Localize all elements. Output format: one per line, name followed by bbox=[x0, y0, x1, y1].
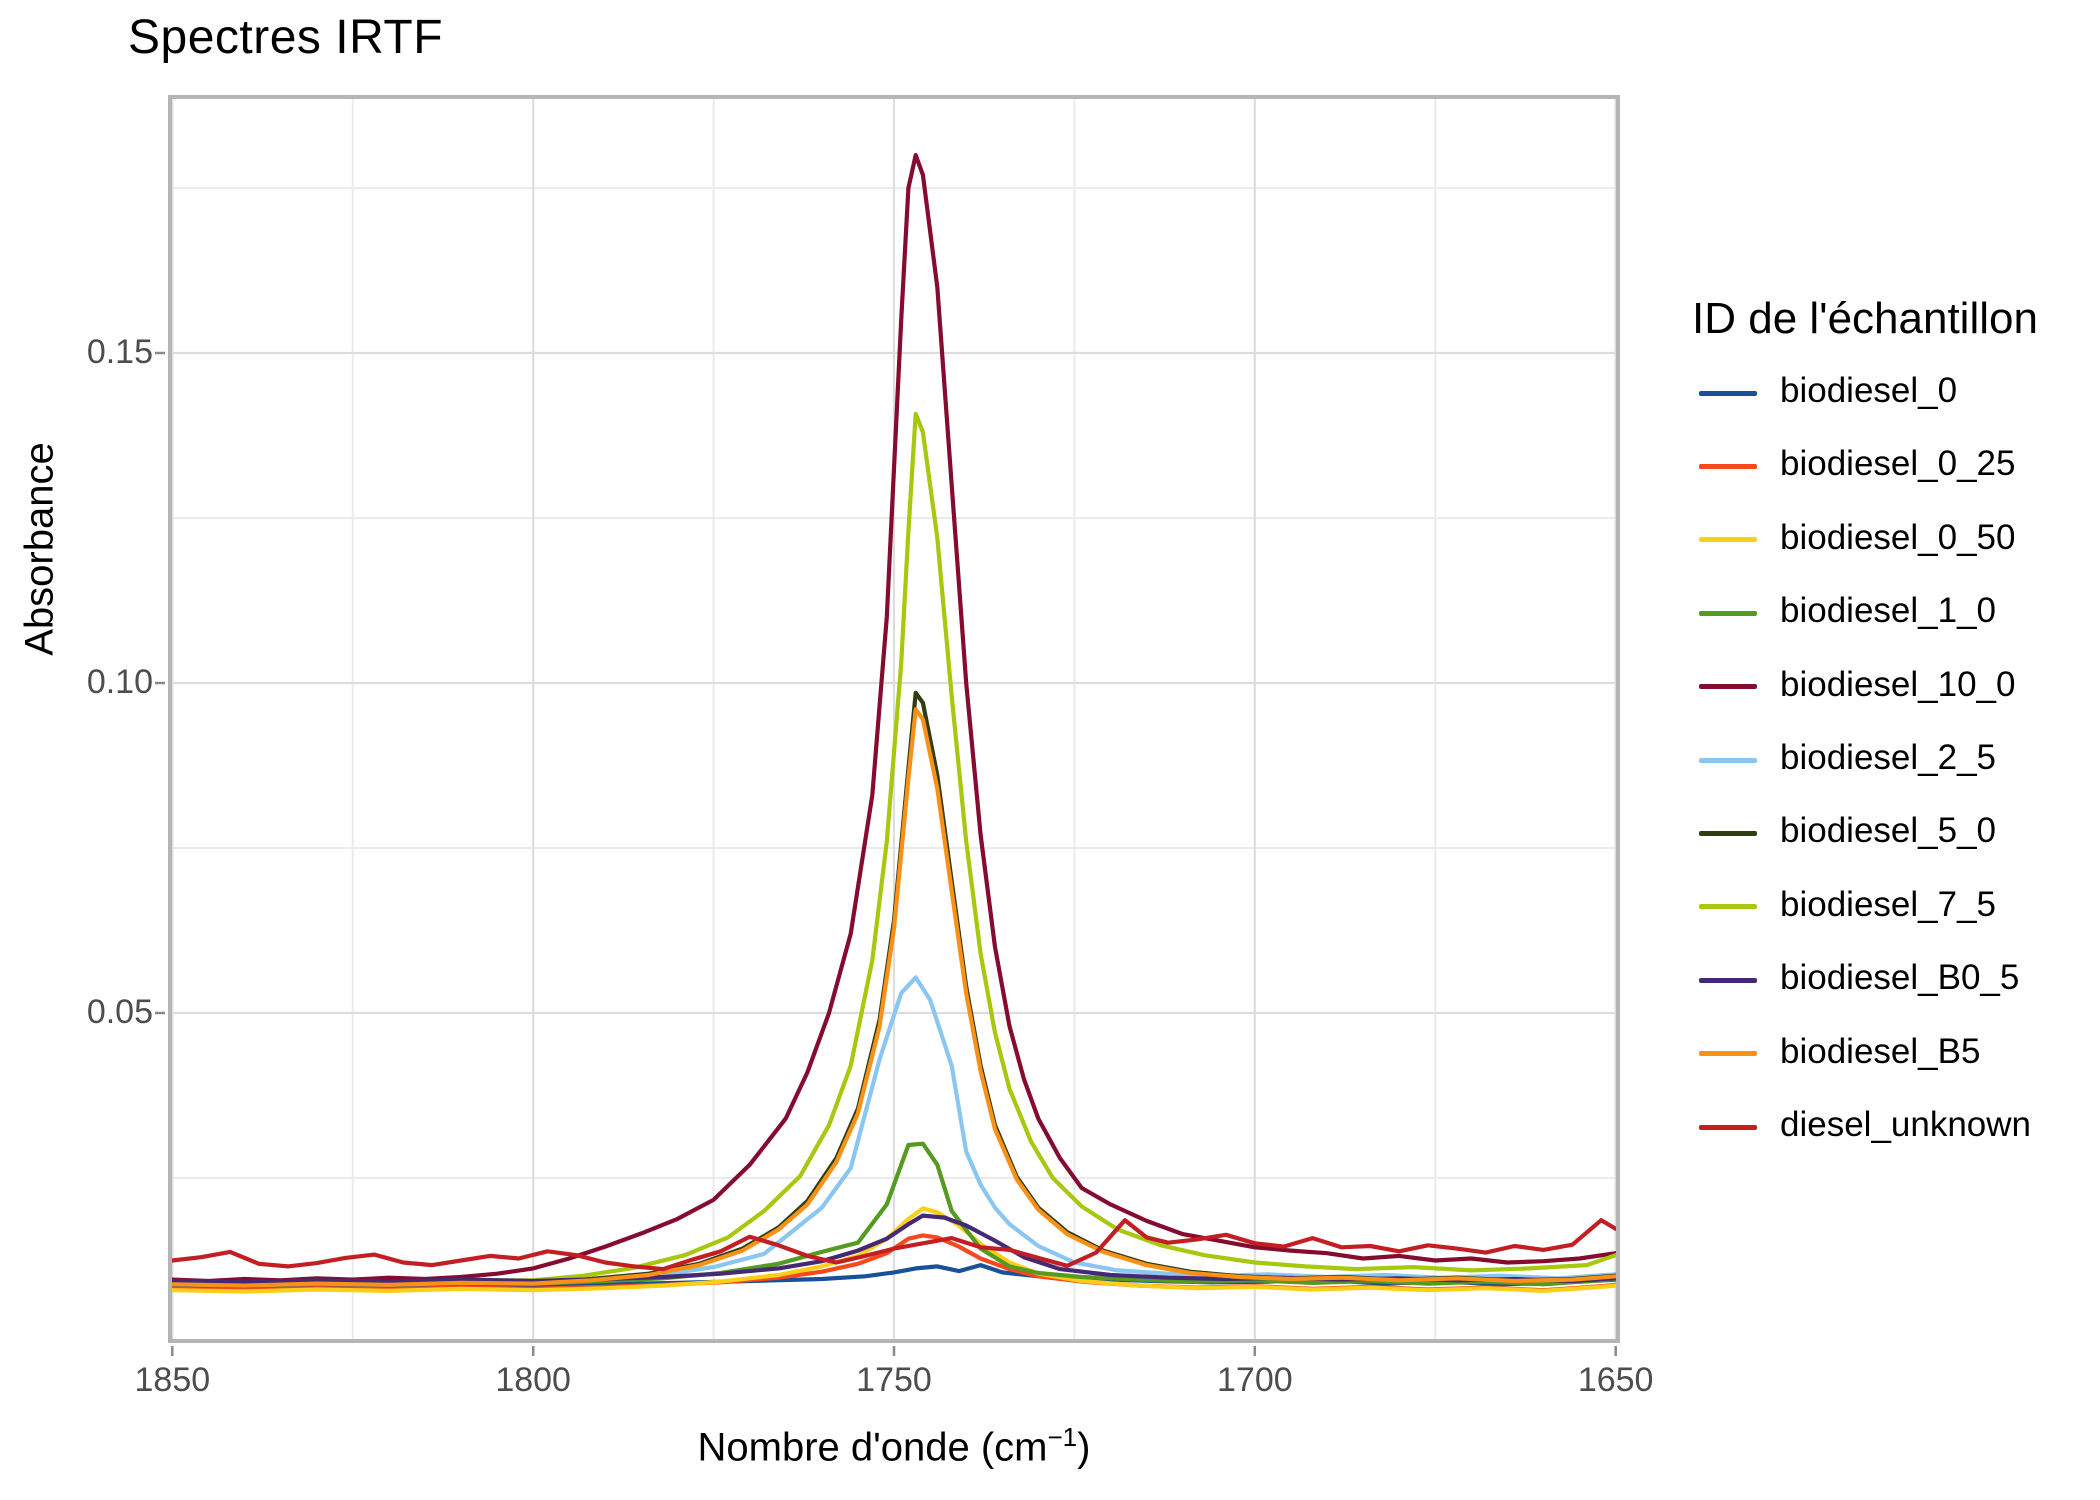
legend-swatch-biodiesel_5_0 bbox=[1699, 830, 1757, 836]
legend-swatch-biodiesel_7_5 bbox=[1699, 904, 1757, 910]
legend-label-biodiesel_5_0: biodiesel_5_0 bbox=[1780, 811, 1997, 851]
legend-swatch-biodiesel_B5 bbox=[1699, 1051, 1757, 1057]
series-line-biodiesel_0_50 bbox=[170, 1206, 1618, 1294]
legend-label-biodiesel_B0_5: biodiesel_B0_5 bbox=[1780, 958, 2020, 998]
legend-swatch-biodiesel_0_50 bbox=[1699, 537, 1757, 543]
legend-swatch-biodiesel_10_0 bbox=[1699, 684, 1757, 690]
legend-label-biodiesel_0: biodiesel_0 bbox=[1780, 371, 1958, 410]
x-tick-label: 1650 bbox=[1577, 1361, 1654, 1399]
legend-label-biodiesel_10_0: biodiesel_10_0 bbox=[1780, 664, 2016, 704]
legend-swatch-biodiesel_B0_5 bbox=[1699, 977, 1757, 983]
y-tick-label: 0.10 bbox=[86, 663, 153, 702]
x-tick-label: 1700 bbox=[1217, 1361, 1293, 1399]
legend-swatch-biodiesel_1_0 bbox=[1699, 610, 1757, 616]
series-line-biodiesel_7_5 bbox=[170, 411, 1618, 1286]
x-tick-label: 1850 bbox=[134, 1361, 211, 1399]
x-axis-title-suffix: ) bbox=[1077, 1425, 1091, 1470]
page-title: Spectres IRTF bbox=[128, 11, 444, 64]
series-line-diesel_unknown bbox=[170, 1218, 1618, 1272]
legend-label-biodiesel_7_5: biodiesel_7_5 bbox=[1780, 884, 1997, 924]
legend-label-biodiesel_0_50: biodiesel_0_50 bbox=[1780, 517, 2016, 557]
plot-panel-border bbox=[168, 95, 1620, 1343]
series-line-biodiesel_10_0 bbox=[170, 153, 1618, 1284]
legend-title: ID de l'échantillon bbox=[1692, 294, 2038, 343]
legend-label-diesel_unknown: diesel_unknown bbox=[1780, 1105, 2032, 1144]
legend-label-biodiesel_0_25: biodiesel_0_25 bbox=[1780, 444, 2016, 484]
legend-label-biodiesel_1_0: biodiesel_1_0 bbox=[1780, 591, 1997, 631]
legend-swatch-diesel_unknown bbox=[1699, 1124, 1757, 1130]
legend-label-biodiesel_2_5: biodiesel_2_5 bbox=[1780, 738, 1997, 777]
y-tick-label: 0.05 bbox=[86, 993, 153, 1032]
y-axis-title: Absorbance bbox=[17, 442, 62, 656]
legend-swatch-biodiesel_2_5 bbox=[1699, 757, 1757, 763]
legend-swatch-biodiesel_0 bbox=[1699, 390, 1757, 396]
legend-swatch-biodiesel_0_25 bbox=[1699, 463, 1757, 469]
x-axis-title-superscript: −1 bbox=[1047, 1422, 1078, 1452]
x-axis-title-text: Nombre d'onde (cm bbox=[697, 1425, 1048, 1470]
legend-label-biodiesel_B5: biodiesel_B5 bbox=[1780, 1031, 1981, 1071]
x-axis-title: Nombre d'onde (cm−1) bbox=[594, 1422, 1194, 1470]
y-tick-label: 0.15 bbox=[86, 333, 153, 372]
x-tick-label: 1750 bbox=[856, 1361, 932, 1399]
x-tick-label: 1800 bbox=[495, 1361, 571, 1399]
series-line-biodiesel_B5 bbox=[170, 707, 1618, 1288]
